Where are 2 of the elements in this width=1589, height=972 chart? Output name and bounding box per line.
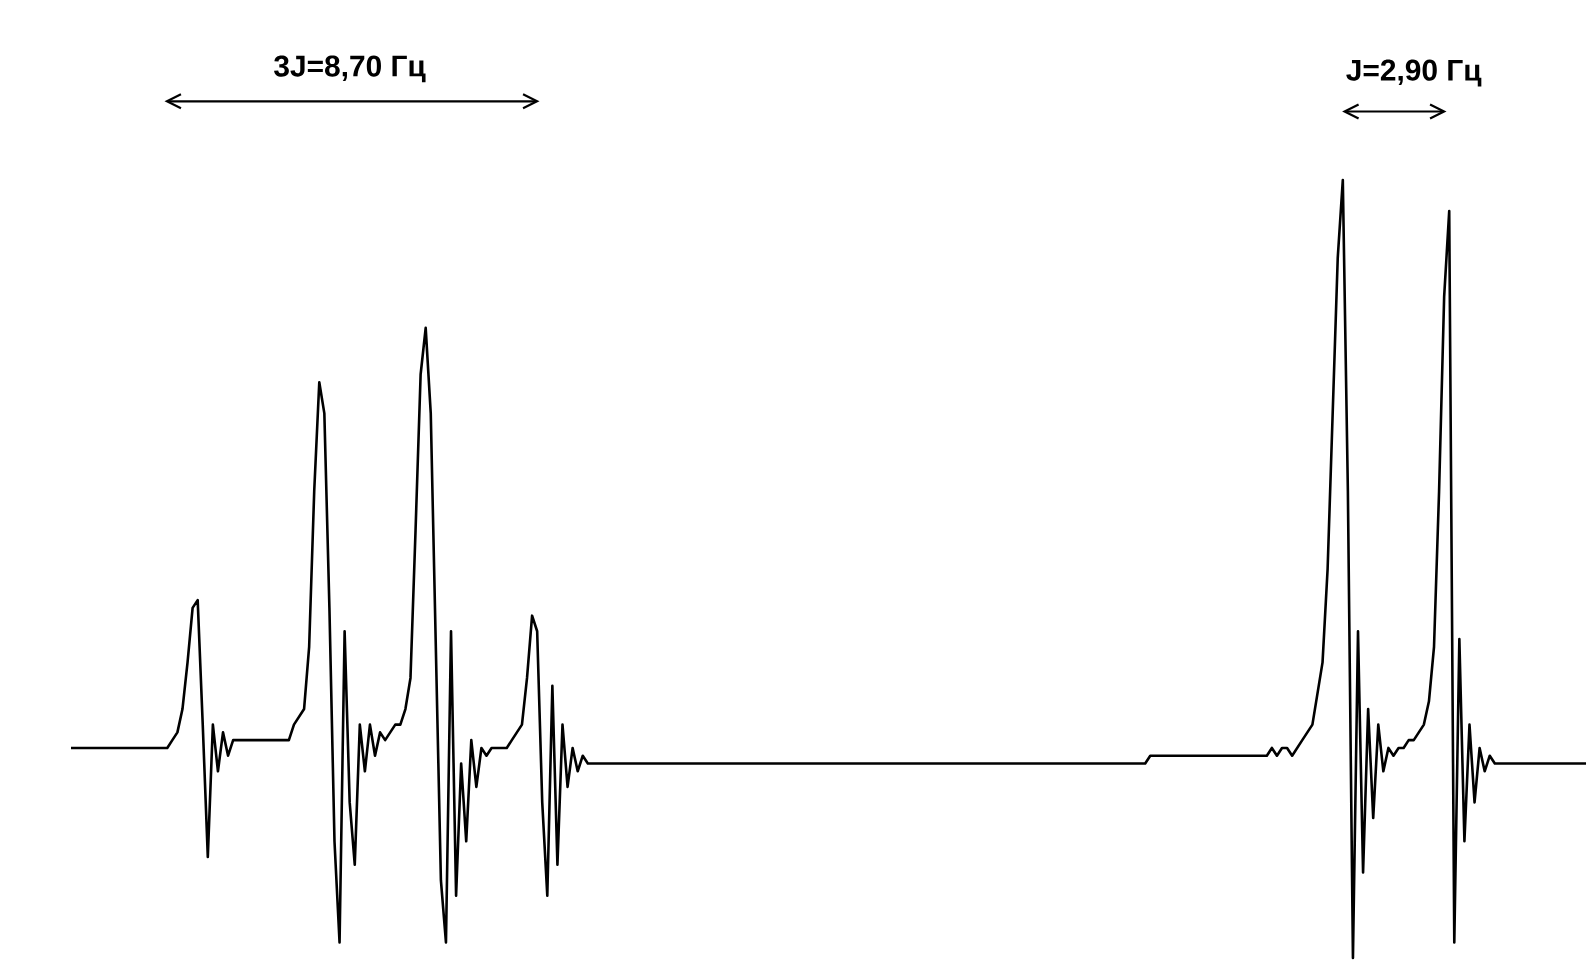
text: J=2,90 Гц <box>1346 59 1482 87</box>
text: 3J=8,70 Гц <box>274 55 426 83</box>
